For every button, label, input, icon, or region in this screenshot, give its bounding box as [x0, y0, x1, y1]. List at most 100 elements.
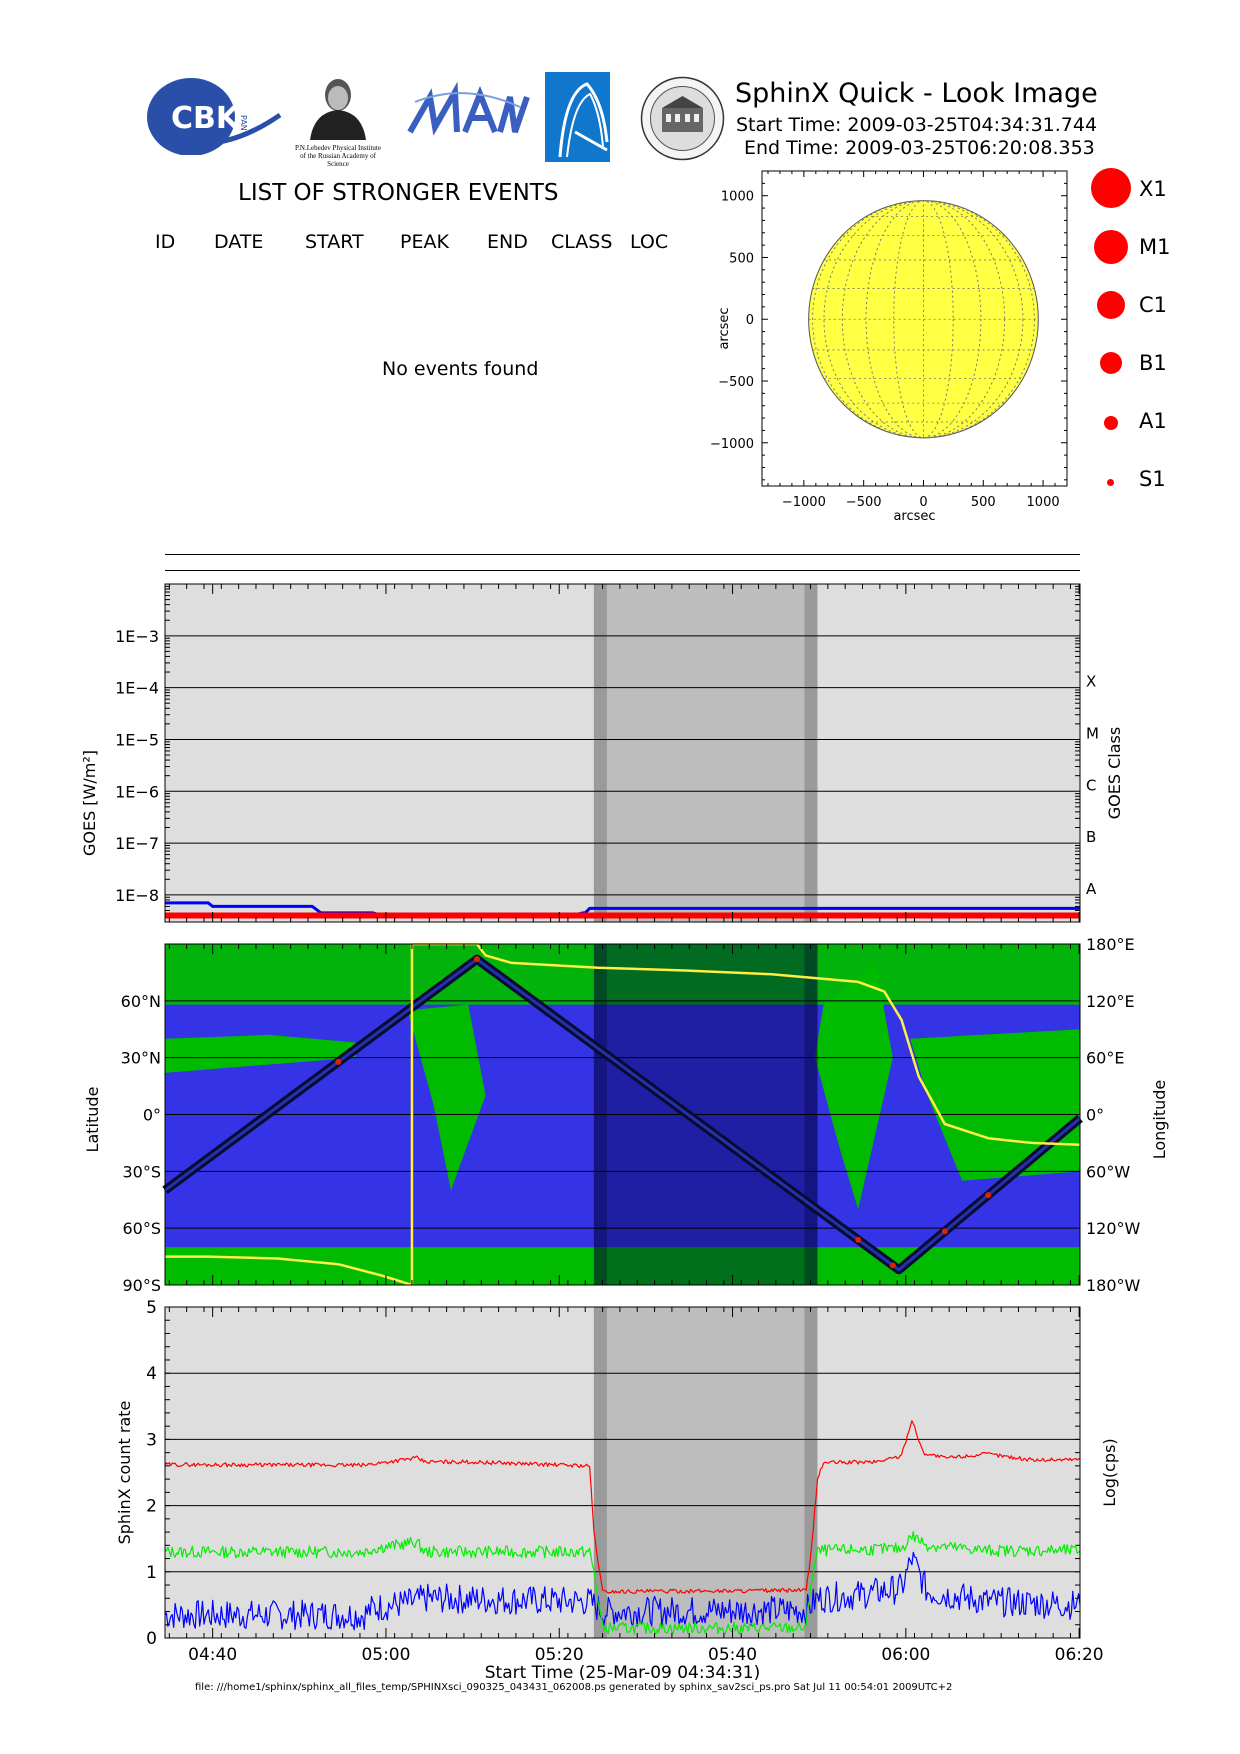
map-land-north: [165, 944, 1080, 1005]
sun-x-tick-label: 1000: [1027, 495, 1060, 510]
no-events-message: No events found: [382, 358, 539, 380]
map-y-tick-label: 30°N: [121, 1049, 161, 1068]
legend-dot-x1: [1091, 168, 1131, 208]
count-right-axis-label: Log(cps): [1100, 1438, 1119, 1506]
count-y-tick-label: 5: [146, 1298, 157, 1318]
separator-line: [165, 570, 1080, 571]
blue-emblem-logo: [545, 72, 610, 162]
eclipse-shade-edge: [804, 584, 818, 922]
events-col-peak: PEAK: [400, 231, 449, 253]
count-green-series: [164, 1530, 1081, 1635]
events-col-class: CLASS: [551, 231, 613, 253]
sun-disk-plot: −1000 −500 0 500 1000 −1000 −500 0 500 1000 arcsec…: [710, 170, 1068, 524]
goes-class-label: C: [1086, 776, 1096, 794]
goes-class-label: A: [1086, 880, 1097, 898]
goes-y-tick-label: 1E−7: [115, 834, 159, 853]
count-y-tick-label: 3: [146, 1430, 157, 1450]
time-series-panels: 1E−3 1E−4 1E−5 1E−6 1E−7 1E−8 X M C B A GOES [W/m²]…: [80, 583, 1169, 1680]
legend-label-s1: S1: [1139, 467, 1166, 491]
eclipse-shade: [593, 1307, 818, 1638]
track-hot-spot: [473, 956, 480, 963]
count-blue-series: [164, 1551, 1081, 1631]
sun-y-tick-label: 1000: [721, 190, 754, 205]
legend-dot-a1: [1104, 416, 1118, 430]
seal-logo: [640, 76, 725, 161]
sun-grid-longitude: [841, 200, 1006, 439]
count-y-tick-label: 2: [146, 1497, 157, 1517]
legend-label-x1: X1: [1139, 177, 1167, 201]
x-tick-label: 05:00: [361, 1645, 410, 1665]
map-right-tick-label: 120°W: [1086, 1219, 1141, 1238]
cbk-logo-small-text: PAN: [239, 115, 248, 131]
legend-label-a1: A1: [1139, 409, 1167, 433]
sun-x-tick-label: 500: [971, 495, 996, 510]
eclipse-shade-edge: [593, 584, 607, 922]
goes-panel-frame: [164, 583, 1081, 923]
sun-x-tick-label: −1000: [782, 495, 826, 510]
count-y-tick-label: 1: [146, 1563, 157, 1583]
separator-line: [165, 554, 1080, 555]
count-y-tick-label: 0: [146, 1629, 157, 1649]
track-hot-spot: [889, 1262, 896, 1269]
longitude-track: [165, 1255, 413, 1287]
page-title: SphinX Quick - Look Image: [735, 78, 1098, 109]
goes-y-tick-label: 1E−6: [115, 782, 159, 801]
lebedev-caption: P.N.Lebedev Physical Institute of the Ru…: [295, 144, 381, 168]
footer-file-info: file: ///home1/sphinx/sphinx_all_files_t…: [195, 1682, 953, 1693]
eclipse-shade: [593, 584, 818, 922]
count-y-axis-label: SphinX count rate: [115, 1401, 134, 1545]
map-y-tick-label: 60°S: [122, 1219, 161, 1238]
goes-y-tick-label: 1E−3: [115, 627, 159, 646]
map-right-tick-label: 60°W: [1086, 1162, 1130, 1181]
cbk-logo: CBK PAN: [145, 75, 285, 156]
count-panel-frame: [164, 1306, 1081, 1639]
map-right-tick-label: 180°E: [1086, 935, 1135, 954]
legend-dot-m1: [1094, 230, 1128, 264]
sun-x-axis-label: arcsec: [893, 509, 935, 524]
lebedev-portrait-logo: P.N.Lebedev Physical Institute of the Ru…: [292, 70, 384, 168]
map-y-tick-label: 30°S: [122, 1162, 161, 1181]
sun-y-tick-label: 500: [729, 251, 754, 266]
events-col-start: START: [305, 231, 364, 253]
end-time: End Time: 2009-03-25T06:20:08.353: [744, 137, 1095, 159]
map-panel-frame: [164, 943, 1081, 1286]
sun-grid-longitude: [865, 200, 982, 439]
map-land-band: [165, 1034, 356, 1073]
goes-y-tick-label: 1E−8: [115, 886, 159, 905]
track-hot-spot: [855, 1236, 862, 1243]
legend-label-m1: M1: [1139, 235, 1171, 259]
map-y-tick-label: 0°: [143, 1106, 161, 1125]
sun-x-tick-label: −500: [846, 495, 882, 510]
events-col-loc: LOC: [630, 231, 669, 253]
legend-dot-b1: [1100, 352, 1122, 374]
events-col-date: DATE: [214, 231, 264, 253]
legend-label-c1: C1: [1139, 293, 1168, 317]
goes-y-tick-label: 1E−5: [115, 730, 159, 749]
track-hot-spot: [941, 1228, 948, 1235]
x-tick-label: 04:40: [188, 1645, 237, 1665]
goes-y-tick-label: 1E−4: [115, 679, 159, 698]
goes-class-label: B: [1086, 828, 1096, 846]
track-hot-spot: [335, 1058, 342, 1065]
legend-dot-c1: [1097, 291, 1125, 319]
track-hot-spot: [985, 1192, 992, 1199]
goes-class-label: X: [1086, 673, 1096, 691]
cbk-logo-text: CBK: [171, 101, 241, 136]
goes-class-label: M: [1086, 724, 1099, 742]
x-tick-label: 05:40: [708, 1645, 757, 1665]
legend-dot-s1: [1107, 479, 1114, 486]
map-right-tick-label: 0°: [1086, 1106, 1104, 1125]
count-red-series: [164, 1420, 1081, 1594]
sun-y-axis-label: arcsec: [717, 307, 732, 349]
map-land-south: [165, 1247, 1080, 1285]
map-land-americas: [407, 1004, 486, 1191]
map-right-axis-label: Longitude: [1150, 1080, 1169, 1160]
goes-right-axis-label: GOES Class: [1105, 727, 1124, 819]
goes-y-axis-label: GOES [W/m²]: [80, 750, 99, 856]
events-col-id: ID: [155, 231, 176, 253]
legend-label-b1: B1: [1139, 351, 1167, 375]
map-y-axis-label: Latitude: [83, 1087, 102, 1153]
x-tick-label: 05:20: [535, 1645, 584, 1665]
longitude-track: [411, 942, 1081, 1147]
map-land-africa: [814, 962, 893, 1210]
